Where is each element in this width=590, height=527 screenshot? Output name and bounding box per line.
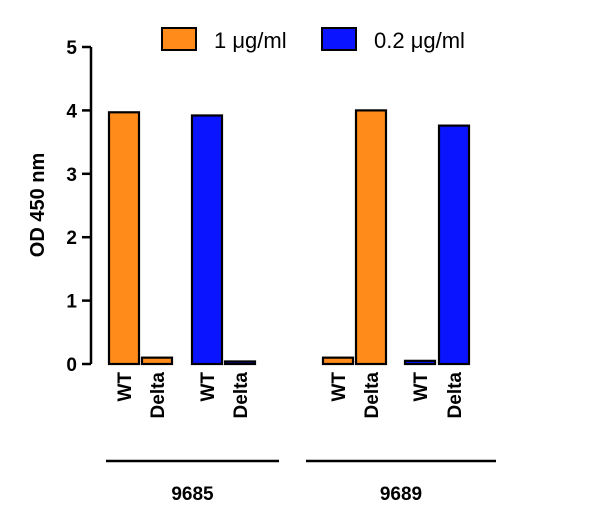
y-axis-label: OD 450 nm: [27, 153, 49, 257]
legend: 1 μg/ml 0.2 μg/ml: [161, 27, 465, 53]
y-axis: 0 1 2 3 4 5: [66, 38, 93, 376]
bar-9685-delta-low: [223, 360, 257, 366]
bar-9689-delta-low: [437, 124, 471, 366]
legend-label: 1 μg/ml: [214, 28, 287, 53]
bar-9685-wt-high: [107, 111, 141, 366]
legend-label: 0.2 μg/ml: [374, 28, 465, 53]
x-category-label: WT: [411, 372, 432, 402]
x-category-label: Delta: [231, 372, 252, 419]
x-category-label: Delta: [148, 372, 169, 419]
y-tick-label: 2: [66, 228, 77, 249]
bar-9689-wt-low: [403, 359, 437, 366]
y-tick-label: 0: [66, 355, 77, 376]
y-tick-label: 5: [66, 38, 77, 59]
x-category-label: WT: [329, 372, 350, 402]
y-tick-label: 3: [66, 165, 77, 186]
legend-swatch: [321, 27, 357, 51]
x-axis: WT Delta WT Delta WT Delta WT Delta 9685 9689: [106, 372, 496, 505]
bar-9685-delta-high: [140, 356, 174, 366]
bars: [107, 109, 471, 366]
x-category-label: Delta: [362, 372, 383, 419]
x-category-label: Delta: [445, 372, 466, 419]
y-tick-label: 4: [66, 101, 77, 122]
group-label: 9689: [380, 484, 422, 505]
bar-9689-wt-high: [321, 356, 355, 366]
bar-9689-delta-high: [354, 109, 388, 366]
x-category-label: WT: [198, 372, 219, 402]
y-tick-label: 1: [66, 292, 77, 313]
group-label: 9685: [171, 484, 214, 505]
legend-swatch: [161, 27, 197, 51]
x-category-label: WT: [115, 372, 136, 402]
bar-9685-wt-low: [190, 114, 224, 366]
